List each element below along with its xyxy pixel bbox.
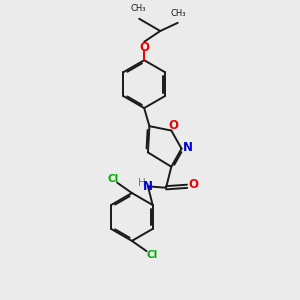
Text: N: N	[183, 141, 193, 154]
Text: H: H	[138, 178, 146, 188]
Text: CH₃: CH₃	[131, 4, 146, 14]
Text: O: O	[139, 40, 149, 54]
Text: O: O	[188, 178, 198, 191]
Text: Cl: Cl	[146, 250, 158, 260]
Text: O: O	[168, 119, 178, 132]
Text: N: N	[143, 180, 153, 193]
Text: CH₃: CH₃	[171, 9, 186, 18]
Text: Cl: Cl	[107, 174, 118, 184]
